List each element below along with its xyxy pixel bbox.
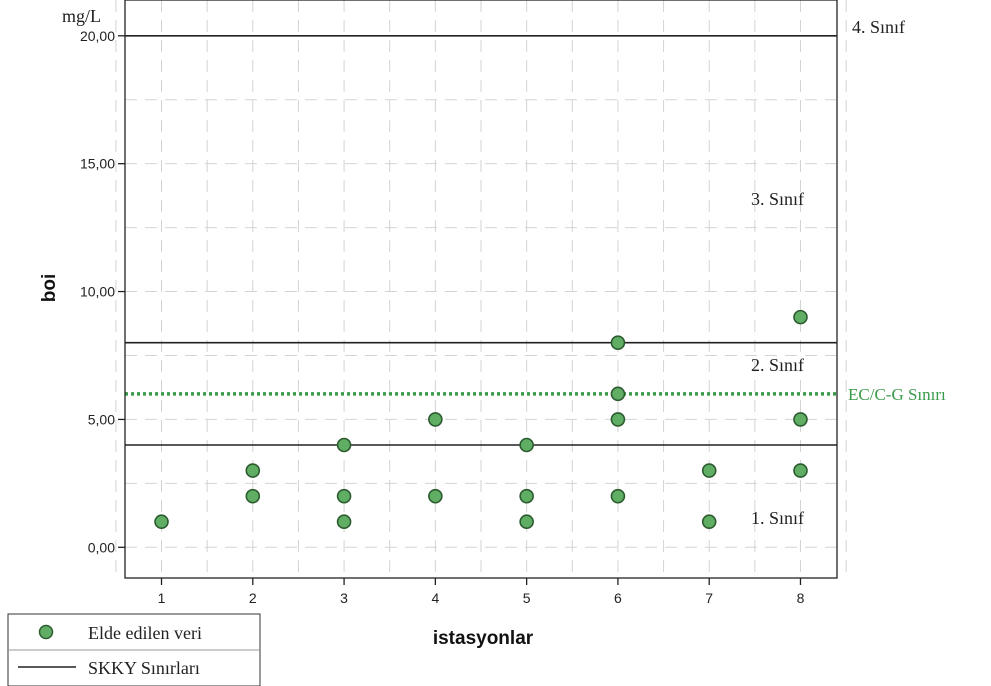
plot-frame (124, 0, 838, 579)
data-point (336, 488, 352, 504)
data-point (610, 412, 626, 427)
axes: 0,00 5,00 10,00 15,00 20,00 1 2 3 4 5 6 7 8 (80, 0, 838, 606)
y-axis-title: boi (39, 274, 60, 303)
class-4-label: 4. Sınıf (852, 17, 905, 37)
class-3-label: 3. Sınıf (751, 189, 804, 209)
data-point (519, 514, 534, 530)
legend-marker-icon (38, 624, 54, 640)
data-point (610, 386, 626, 402)
y-tick-label: 5,00 (88, 411, 115, 427)
legend: Elde edilen veri SKKY Sınırları (7, 613, 261, 686)
legend-label-data: Elde edilen veri (88, 623, 202, 643)
data-points (154, 309, 808, 530)
data-point (793, 463, 808, 478)
data-point (428, 488, 443, 504)
data-point (519, 437, 534, 453)
x-tick-label: 1 (158, 590, 166, 606)
x-tick-label: 2 (249, 590, 257, 606)
data-point (154, 514, 169, 530)
x-tick-label: 8 (797, 590, 805, 606)
y-tick-label: 0,00 (88, 539, 115, 555)
class-1-label: 1. Sınıf (751, 508, 804, 528)
data-point (245, 463, 261, 478)
data-point (336, 514, 352, 530)
data-point (610, 335, 626, 351)
x-tick-label: 5 (523, 590, 531, 606)
grid-lines (115, 0, 847, 578)
y-tick-label: 20,00 (80, 28, 115, 44)
data-point (519, 488, 534, 504)
unit-label: mg/L (62, 6, 101, 26)
legend-label-limits: SKKY Sınırları (88, 658, 200, 678)
data-point (701, 514, 717, 530)
data-point (701, 463, 717, 478)
x-tick-label: 3 (340, 590, 348, 606)
data-point (336, 437, 352, 453)
x-tick-label: 7 (705, 590, 713, 606)
class-2-label: 2. Sınıf (751, 355, 804, 375)
x-tick-label: 4 (431, 590, 439, 606)
y-tick-label: 10,00 (80, 284, 115, 300)
reference-lines (125, 35, 837, 446)
data-point (793, 412, 808, 427)
data-point (245, 488, 261, 504)
y-tick-label: 15,00 (80, 156, 115, 172)
data-point (428, 412, 443, 427)
data-point (793, 309, 808, 325)
x-axis-title: istasyonlar (433, 628, 534, 649)
ec-cg-limit-label: EC/C-G Sınırı (848, 385, 946, 404)
data-point (610, 488, 626, 504)
x-tick-label: 6 (614, 590, 622, 606)
